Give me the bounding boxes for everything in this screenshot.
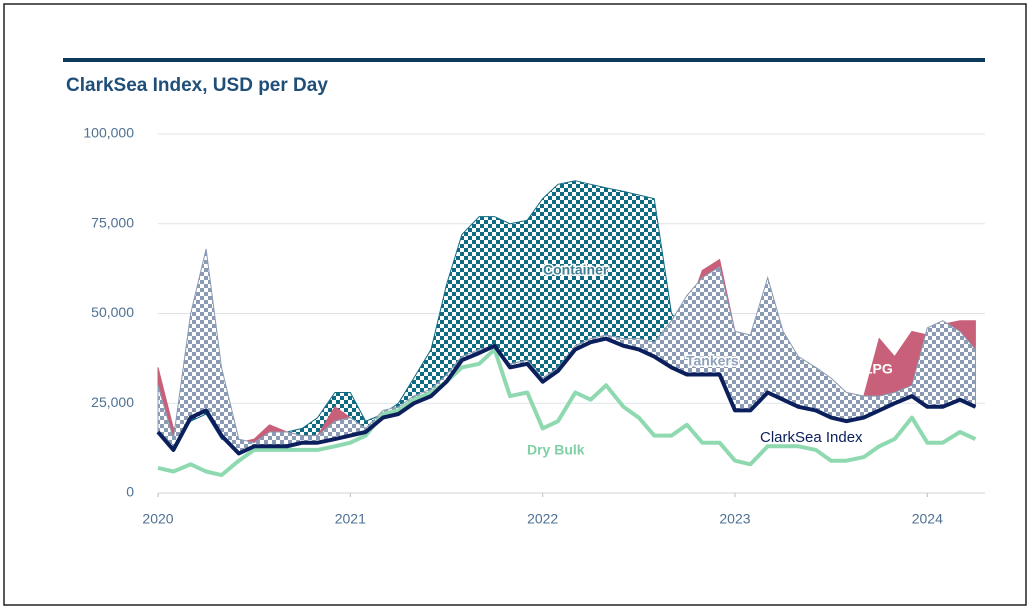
y-tick-label: 25,000 bbox=[91, 394, 134, 410]
y-tick-label: 100,000 bbox=[83, 125, 134, 141]
clarksea-label: ClarkSea Index bbox=[760, 429, 863, 446]
frame bbox=[3, 3, 1027, 606]
container-label: Container bbox=[543, 262, 609, 278]
x-tick-label: 2020 bbox=[142, 511, 173, 527]
line-0 bbox=[156, 336, 977, 456]
x-tick-label: 2022 bbox=[527, 511, 558, 527]
y-tick-label: 50,000 bbox=[91, 304, 134, 320]
line-1 bbox=[157, 347, 977, 478]
tankers-label: Tankers bbox=[686, 353, 739, 369]
x-tick-label: 2023 bbox=[719, 511, 750, 527]
y-tick-label: 0 bbox=[126, 484, 134, 500]
lpg-label: LPG bbox=[864, 361, 893, 377]
drybulk-label: Dry Bulk bbox=[527, 442, 585, 458]
x-tick-label: 2024 bbox=[912, 511, 943, 527]
y-tick-label: 75,000 bbox=[91, 214, 134, 230]
x-tick-label: 2021 bbox=[335, 511, 366, 527]
chart-title: ClarkSea Index, USD per Day bbox=[66, 75, 328, 96]
